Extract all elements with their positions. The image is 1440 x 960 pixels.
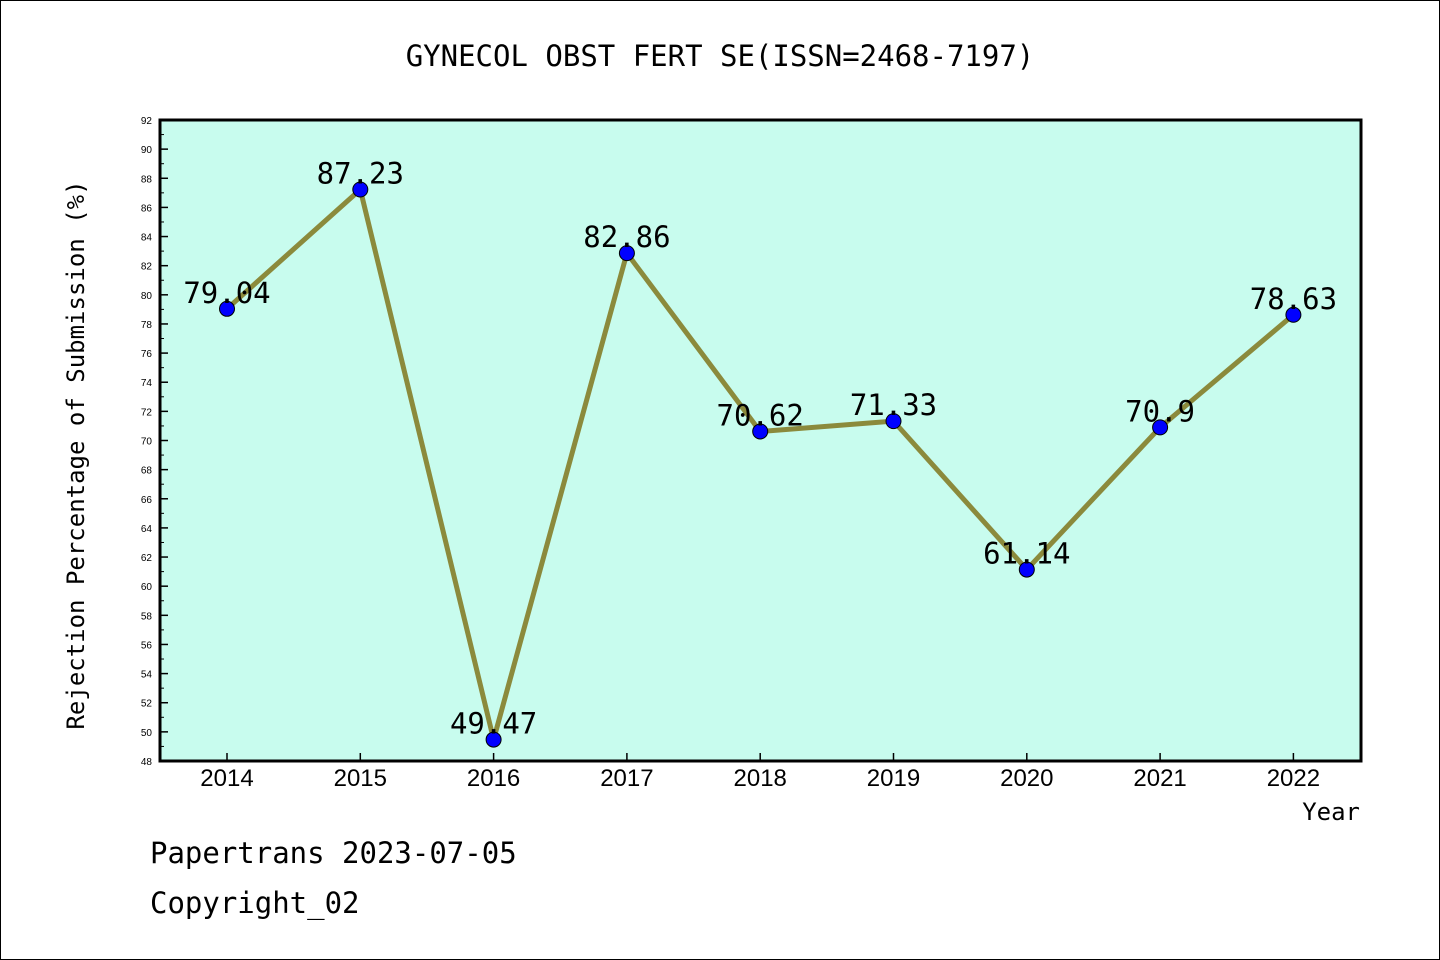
y-tick-label: 60: [141, 582, 153, 593]
x-tick-label: 2019: [867, 765, 920, 792]
x-tick-label: 2014: [200, 765, 253, 792]
data-label: 70.9: [1125, 394, 1195, 428]
data-point: [1285, 306, 1302, 323]
data-labels: 79.04 87.23 49.47 82.86 70.62 71.33 61.14 70.9 7…: [183, 156, 1337, 740]
x-tick-label: 2021: [1133, 765, 1186, 792]
data-point: [885, 413, 902, 430]
y-axis-label: Rejection Percentage of Submission (%): [62, 180, 90, 729]
data-label: 82.86: [583, 220, 670, 254]
y-tick-label: 70: [141, 437, 153, 448]
y-tick-label: 76: [141, 349, 153, 360]
y-tick-label: 68: [141, 466, 153, 477]
y-tick-label: 66: [141, 495, 153, 506]
y-tick-label: 54: [141, 670, 153, 681]
y-tick-label: 92: [141, 116, 153, 127]
footer-date-text: Papertrans 2023-07-05: [150, 836, 517, 870]
data-label: 49.47: [450, 707, 537, 741]
y-tick-label: 52: [141, 699, 153, 710]
data-point: [1152, 419, 1169, 436]
data-label: 71.33: [850, 388, 937, 422]
x-tick-label: 2017: [600, 765, 653, 792]
y-tick-label: 90: [141, 145, 153, 156]
y-tick-label: 82: [141, 262, 153, 273]
data-label: 87.23: [317, 156, 404, 190]
y-tick-label: 64: [141, 524, 153, 535]
footer-copyright-text: Copyright_02: [150, 886, 360, 920]
y-tick-label: 56: [141, 640, 153, 651]
x-tick-label: 2022: [1267, 765, 1320, 792]
x-axis-ticks: 2014 2015 2016 2017 2018 2019 2020 2021 2022: [200, 753, 1320, 792]
data-points: [219, 181, 1302, 748]
y-tick-label: 62: [141, 553, 153, 564]
data-point: [219, 300, 235, 317]
data-point: [752, 423, 769, 440]
data-label: 61.14: [983, 537, 1070, 571]
y-tick-label: 80: [141, 291, 153, 302]
chart-title: GYNECOL OBST FERT SE(ISSN=2468-7197): [406, 39, 1035, 73]
y-tick-label: 86: [141, 203, 153, 214]
x-tick-label: 2020: [1000, 765, 1053, 792]
y-tick-label: 84: [141, 233, 153, 244]
data-label: 78.63: [1250, 282, 1337, 316]
x-tick-label: 2018: [734, 765, 787, 792]
y-axis-ticks: 48 50 52 54 56 58 60 62 64 66 68 70 72 74 76 78 80 82 84 86…: [141, 116, 168, 768]
data-point: [352, 181, 369, 198]
data-label: 70.62: [717, 398, 804, 432]
x-axis-label: Year: [1302, 798, 1360, 826]
plot-area: [158, 118, 1363, 763]
y-tick-label: 78: [141, 320, 153, 331]
data-point: [618, 245, 635, 262]
y-tick-label: 50: [141, 728, 153, 739]
y-tick-label: 88: [141, 174, 153, 185]
y-tick-label: 72: [141, 407, 153, 418]
y-tick-label: 48: [141, 757, 153, 768]
y-tick-label: 74: [141, 378, 153, 389]
x-tick-label: 2015: [334, 765, 387, 792]
y-tick-label: 58: [141, 611, 153, 622]
x-tick-label: 2016: [467, 765, 520, 792]
data-point: [485, 731, 502, 748]
data-point: [1018, 561, 1035, 578]
data-label: 79.04: [183, 276, 270, 310]
